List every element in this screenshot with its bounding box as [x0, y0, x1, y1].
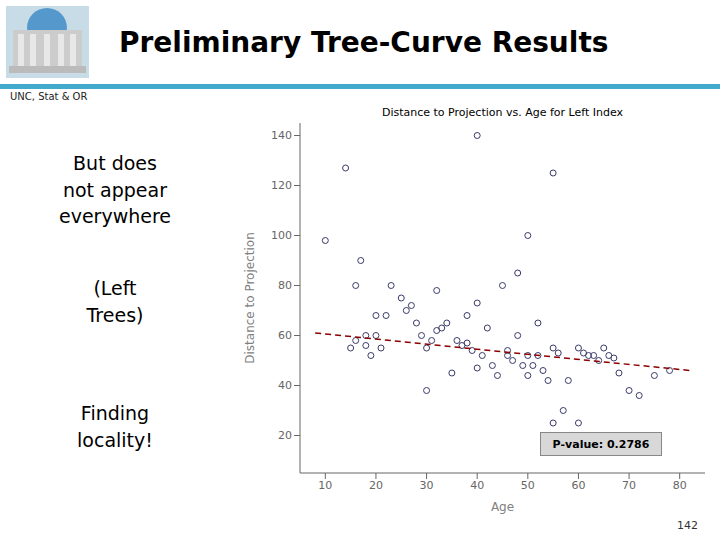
- svg-text:20: 20: [278, 429, 292, 442]
- svg-text:40: 40: [470, 479, 484, 492]
- svg-text:80: 80: [673, 479, 687, 492]
- html-text:142: 142: [677, 519, 698, 532]
- svg-text:Distance to Projection: Distance to Projection: [243, 232, 257, 363]
- html-text:Distance to Projection vs. Age: Distance to Projection vs. Age for Left …: [381, 106, 624, 119]
- html-text:(Left Trees): (Left Trees): [86, 277, 144, 326]
- svg-text:20: 20: [369, 479, 383, 492]
- svg-text:40: 40: [278, 379, 292, 392]
- svg-text:10: 10: [318, 479, 332, 492]
- svg-text:30: 30: [420, 479, 434, 492]
- html-text:UNC, Stat & OR: UNC, Stat & OR: [10, 91, 88, 102]
- svg-text:Age: Age: [491, 500, 514, 514]
- svg-text:60: 60: [278, 329, 292, 342]
- svg-text:140: 140: [271, 129, 292, 142]
- svg-text:50: 50: [521, 479, 535, 492]
- svg-text:60: 60: [571, 479, 585, 492]
- svg-text:120: 120: [271, 179, 292, 192]
- html-text:P-value: 0.2786: P-value: 0.2786: [552, 437, 650, 451]
- svg-text:80: 80: [278, 279, 292, 292]
- html-text:Preliminary Tree-Curve Results: Preliminary Tree-Curve Results: [119, 25, 609, 59]
- html-text:But does not appear everywhere: But does not appear everywhere: [59, 152, 171, 228]
- svg-text:100: 100: [271, 229, 292, 242]
- html-text:Finding locality!: Finding locality!: [77, 402, 153, 451]
- svg-text:70: 70: [622, 479, 636, 492]
